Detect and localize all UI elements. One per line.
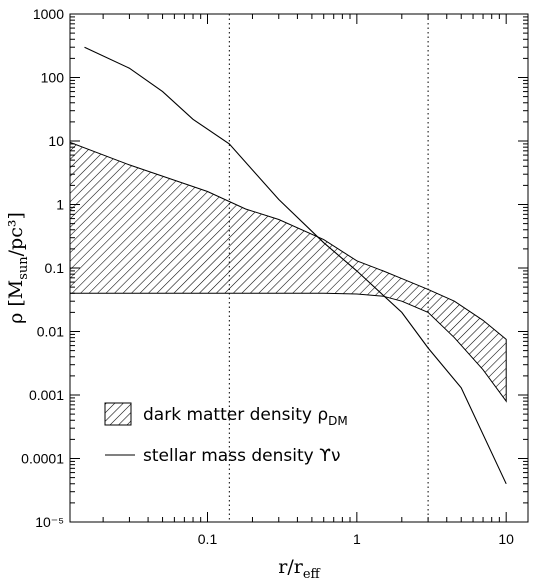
legend-label-stellar: stellar mass density ϒν [143,446,340,466]
y-tick-label: 0.1 [45,260,65,276]
x-axis-label-subscript: eff [303,567,322,581]
y-tick-label: 0.01 [37,324,64,340]
x-axis-label: r/reff [278,556,321,581]
legend-label-dark-matter: dark matter density ρDM [143,405,348,428]
x-tick-label: 0.1 [198,531,218,547]
legend-subscript: DM [328,414,348,428]
y-tick-label: 0.0001 [21,451,64,467]
y-axis-label-subscript: sun [16,256,31,280]
x-tick-label: 1 [353,531,361,547]
x-tick-label: 10 [498,531,514,547]
y-tick-label: 1000 [33,6,64,22]
y-tick-label: 10⁻⁵ [35,514,64,530]
y-tick-label: 0.001 [29,387,64,403]
y-tick-label: 10 [48,133,64,149]
y-axis-label-part: /pc³] [5,212,27,256]
legend-swatch-dark-matter [104,402,132,426]
dark-matter-band [70,141,507,403]
stellar-density-line [84,46,507,485]
y-tick-label: 1 [56,197,64,213]
y-tick-label: 100 [41,70,65,86]
y-axis-label: ρ [Msun/pc³] [5,212,31,324]
y-axis-label-part: ρ [M [5,280,27,324]
